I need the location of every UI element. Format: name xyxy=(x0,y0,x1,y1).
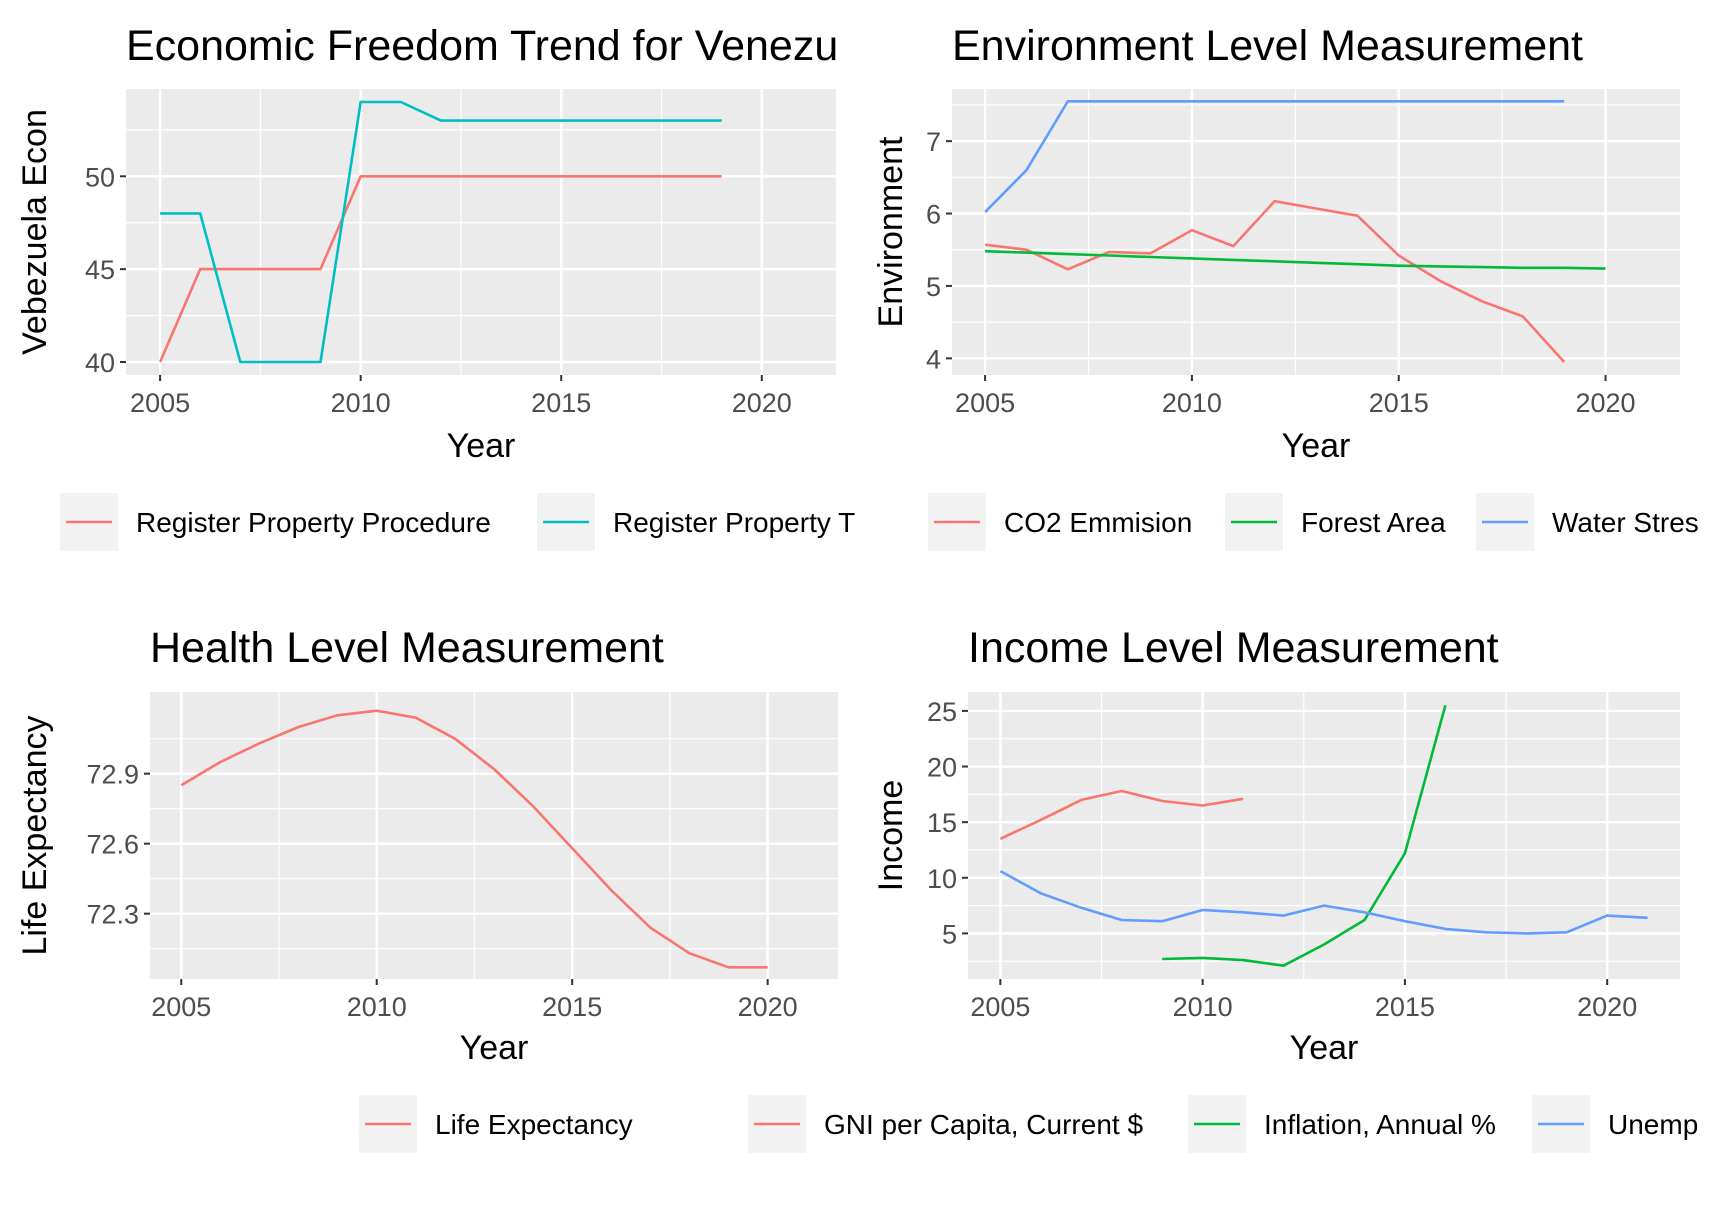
y-tick-label: 25 xyxy=(927,697,957,727)
plot-panel xyxy=(952,89,1680,375)
legend-label: CO2 Emmision xyxy=(1004,507,1192,538)
y-tick-label: 45 xyxy=(85,255,115,285)
x-tick-label: 2010 xyxy=(331,388,391,418)
chart-title: Income Level Measurement xyxy=(968,624,1499,672)
y-tick-label: 72.9 xyxy=(86,760,139,790)
x-tick-label: 2020 xyxy=(738,992,798,1022)
legend-label: Forest Area xyxy=(1301,507,1446,538)
y-tick-label: 40 xyxy=(85,348,115,378)
y-tick-label: 72.3 xyxy=(86,900,139,930)
y-tick-label: 50 xyxy=(85,162,115,192)
y-axis-title: Environment xyxy=(872,136,910,327)
y-tick-label: 4 xyxy=(926,344,941,374)
chart-3: 2005 2010 2015 2020 72.3 72.6 72.9 Health Level… xyxy=(16,624,838,1153)
x-tick-label: 2015 xyxy=(531,388,591,418)
y-tick-label: 5 xyxy=(926,272,941,302)
x-axis-title: Year xyxy=(1290,1029,1359,1067)
series-line-1 xyxy=(999,789,1244,840)
x-tick-label: 2005 xyxy=(970,992,1030,1022)
x-tick-label: 2005 xyxy=(151,992,211,1022)
series-line-2 xyxy=(1162,704,1447,968)
legend-label: Register Property T xyxy=(613,507,855,538)
y-tick-label: 6 xyxy=(926,200,941,230)
x-tick-label: 2005 xyxy=(130,388,190,418)
x-tick-label: 2010 xyxy=(347,992,407,1022)
series-line-3 xyxy=(984,100,1565,214)
x-tick-label: 2010 xyxy=(1162,388,1222,418)
y-tick-label: 20 xyxy=(927,753,957,783)
plot-panel xyxy=(968,692,1680,979)
y-tick-label: 15 xyxy=(927,808,957,838)
y-axis-title: Vebezuela Econ xyxy=(16,109,54,355)
series-line-2 xyxy=(160,100,722,364)
chart-title: Health Level Measurement xyxy=(150,624,664,672)
series-line-1 xyxy=(984,199,1566,363)
x-axis-title: Year xyxy=(460,1029,529,1067)
x-tick-label: 2015 xyxy=(1375,992,1435,1022)
x-tick-label: 2020 xyxy=(1577,992,1637,1022)
x-tick-label: 2005 xyxy=(955,388,1015,418)
series-line-1 xyxy=(158,175,722,363)
x-tick-label: 2015 xyxy=(542,992,602,1022)
x-tick-label: 2020 xyxy=(1576,388,1636,418)
y-tick-label: 5 xyxy=(942,919,957,949)
chart-4: 2005 2010 2015 2020 5 10 15 20 25 Income Level Me… xyxy=(748,624,1698,1153)
plot-panel xyxy=(126,89,836,375)
chart-title: Economic Freedom Trend for Venezu xyxy=(126,22,838,70)
legend-label: Water Stres xyxy=(1552,507,1699,538)
legend-label: Life Expectancy xyxy=(435,1109,633,1140)
y-tick-label: 10 xyxy=(927,864,957,894)
chart-title: Environment Level Measurement xyxy=(952,22,1583,70)
series-line-2 xyxy=(985,249,1606,270)
series-line-1 xyxy=(180,709,768,969)
x-axis-title: Year xyxy=(447,427,516,465)
x-tick-label: 2015 xyxy=(1369,388,1429,418)
legend-label: Register Property Procedure xyxy=(136,507,491,538)
chart-2: 2005 2010 2015 2020 4 5 6 7 Environment Level Me… xyxy=(872,22,1699,551)
y-axis-title: Income xyxy=(872,780,910,892)
legend-label: Unemp xyxy=(1608,1109,1698,1140)
legend-label: GNI per Capita, Current $ xyxy=(824,1109,1143,1140)
y-axis-title: Life Expectancy xyxy=(16,715,54,955)
legend-label: Inflation, Annual % xyxy=(1264,1109,1496,1140)
y-tick-label: 7 xyxy=(926,127,941,157)
chart-1: 2005 2010 2015 2020 40 45 50 Economic Freedom T… xyxy=(16,22,855,551)
x-tick-label: 2020 xyxy=(732,388,792,418)
y-tick-label: 72.6 xyxy=(86,830,139,860)
plot-panel xyxy=(150,692,838,979)
series-line-3 xyxy=(999,869,1648,935)
x-tick-label: 2010 xyxy=(1173,992,1233,1022)
x-axis-title: Year xyxy=(1282,427,1351,465)
